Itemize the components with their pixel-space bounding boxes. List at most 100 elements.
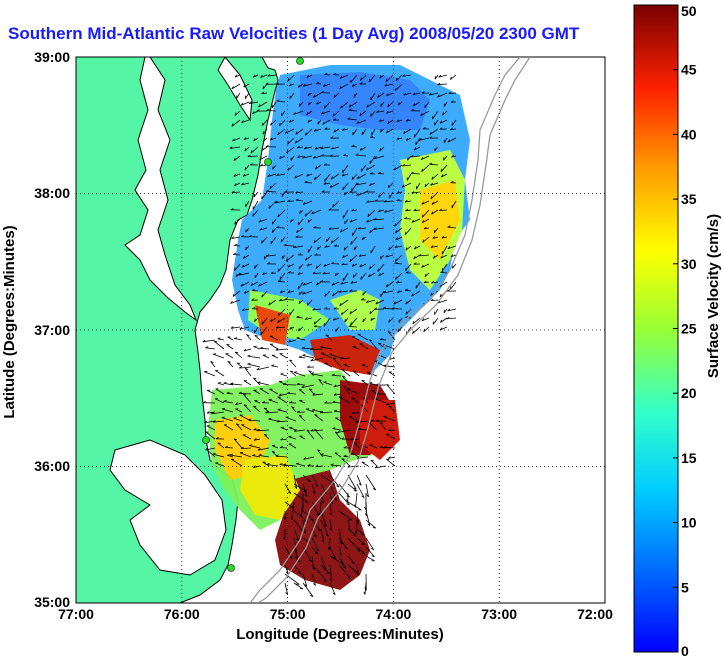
velocity-arrowhead	[238, 272, 242, 276]
velocity-arrowhead	[253, 428, 257, 431]
velocity-arrow	[293, 492, 309, 504]
velocity-arrowhead	[330, 176, 333, 180]
velocity-arrow	[262, 354, 270, 359]
velocity-arrowhead	[327, 547, 330, 551]
velocity-arrowhead	[379, 129, 382, 133]
velocity-arrowhead	[353, 487, 357, 490]
velocity-arrowhead	[341, 369, 345, 371]
velocity-arrow	[290, 218, 295, 223]
velocity-arrowhead	[431, 211, 434, 215]
velocity-arrowhead	[324, 245, 328, 248]
velocity-arrowhead	[253, 465, 256, 468]
velocity-arrow	[422, 218, 430, 224]
velocity-arrow	[217, 338, 225, 341]
velocity-arrow	[252, 455, 261, 458]
velocity-arrow	[331, 236, 340, 244]
velocity-arrowhead	[232, 138, 235, 142]
velocity-arrow	[304, 209, 313, 217]
velocity-arrow	[378, 119, 385, 123]
velocity-arrow	[299, 290, 304, 296]
velocity-arrow	[287, 164, 295, 171]
velocity-arrow	[243, 137, 250, 140]
velocity-arrow	[333, 92, 340, 98]
velocity-arrowhead	[370, 547, 374, 551]
velocity-arrow	[236, 92, 241, 99]
velocity-arrowhead	[289, 426, 293, 429]
velocity-arrowhead	[285, 258, 288, 262]
velocity-arrow	[440, 164, 448, 173]
velocity-arrow	[371, 128, 376, 136]
velocity-arrow	[352, 336, 360, 341]
velocity-arrow	[241, 182, 250, 186]
velocity-arrow	[402, 74, 412, 77]
velocity-arrow	[340, 227, 349, 233]
velocity-arrow	[271, 365, 279, 368]
velocity-arrowhead	[248, 101, 252, 104]
velocity-arrow	[280, 236, 286, 243]
velocity-arrowhead	[379, 148, 381, 152]
velocity-arrow	[406, 137, 412, 141]
velocity-arrow	[395, 254, 403, 262]
velocity-arrow	[366, 200, 376, 203]
velocity-arrowhead	[432, 236, 436, 239]
velocity-arrow	[339, 83, 349, 90]
velocity-arrowhead	[412, 320, 415, 325]
velocity-arrow	[341, 308, 349, 316]
velocity-arrow	[314, 173, 322, 181]
velocity-arrow	[341, 173, 349, 177]
velocity-arrowhead	[329, 527, 332, 531]
velocity-arrow	[365, 555, 375, 562]
velocity-arrow	[306, 110, 313, 116]
velocity-arrow	[439, 119, 448, 124]
velocity-arrowhead	[275, 325, 279, 329]
velocity-arrowhead	[352, 274, 355, 278]
velocity-arrow	[289, 427, 297, 431]
velocity-arrow	[314, 414, 324, 422]
velocity-arrow	[424, 227, 430, 230]
velocity-arrowhead	[267, 174, 270, 177]
velocity-arrow	[405, 200, 412, 203]
velocity-arrow	[320, 346, 333, 350]
velocity-arrow	[440, 317, 448, 323]
velocity-arrowhead	[235, 273, 238, 278]
velocity-arrow	[368, 339, 378, 350]
velocity-arrowhead	[358, 254, 362, 257]
velocity-arrowhead	[385, 130, 389, 134]
velocity-arrow	[333, 410, 342, 413]
velocity-arrow	[239, 326, 250, 330]
velocity-arrow	[261, 191, 268, 200]
velocity-arrow	[231, 83, 241, 90]
velocity-arrowhead	[293, 112, 296, 115]
velocity-arrow	[276, 100, 286, 103]
velocity-arrow	[306, 429, 315, 440]
velocity-arrow	[447, 245, 457, 250]
velocity-arrowhead	[368, 79, 371, 83]
velocity-arrow	[344, 218, 349, 225]
velocity-arrowhead	[306, 302, 309, 306]
velocity-arrow	[348, 326, 358, 328]
velocity-arrowhead	[224, 445, 228, 448]
velocity-arrow	[342, 209, 349, 219]
velocity-arrow	[411, 290, 421, 297]
velocity-arrowhead	[385, 254, 389, 258]
velocity-arrowhead	[405, 137, 409, 141]
velocity-arrowhead	[388, 319, 390, 323]
velocity-arrow	[412, 317, 421, 325]
velocity-arrow	[396, 281, 403, 284]
velocity-arrowhead	[359, 147, 362, 151]
velocity-arrow	[297, 83, 304, 88]
velocity-arrowhead	[307, 219, 310, 223]
velocity-arrowhead	[394, 245, 398, 248]
velocity-arrowhead	[314, 429, 318, 431]
velocity-arrowhead	[235, 402, 238, 405]
velocity-arrow	[299, 435, 306, 440]
velocity-arrow	[257, 447, 270, 451]
velocity-arrowhead	[380, 256, 382, 260]
velocity-arrowhead	[297, 84, 300, 88]
velocity-arrowhead	[261, 272, 265, 276]
velocity-arrow	[361, 364, 369, 368]
velocity-arrow	[324, 173, 331, 182]
velocity-arrowhead	[268, 205, 271, 209]
velocity-arrow	[332, 290, 340, 297]
velocity-arrowhead	[321, 190, 325, 193]
